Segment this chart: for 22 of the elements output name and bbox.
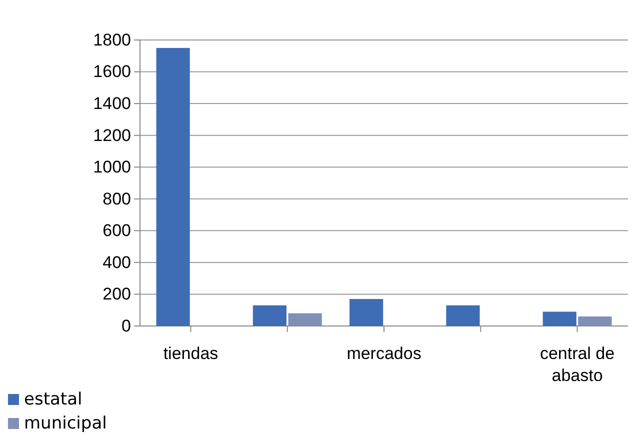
y-tick-label: 1400 [93, 94, 131, 113]
y-tick-label: 0 [122, 316, 131, 336]
y-tick-label: 200 [102, 284, 131, 304]
y-tick-label: 400 [102, 252, 131, 272]
y-tick-label: 1000 [93, 158, 131, 177]
bar [446, 305, 480, 326]
legend-label: municipal [24, 414, 107, 434]
bar [542, 312, 576, 326]
bar [252, 305, 286, 326]
y-tick-label: 600 [102, 221, 131, 240]
y-tick-label: 1200 [93, 126, 131, 145]
bar [156, 48, 190, 326]
x-tick-label: tiendas [163, 344, 218, 363]
legend-label: estatal [24, 390, 82, 410]
bar [288, 313, 322, 326]
bar [578, 316, 612, 326]
y-tick-label: 1800 [93, 30, 131, 50]
x-tick-label: central de abasto [540, 344, 615, 385]
y-tick-label: 1600 [93, 62, 131, 82]
bar [350, 298, 384, 326]
y-tick-label: 800 [102, 189, 131, 208]
x-tick-label: mercados [346, 344, 422, 363]
